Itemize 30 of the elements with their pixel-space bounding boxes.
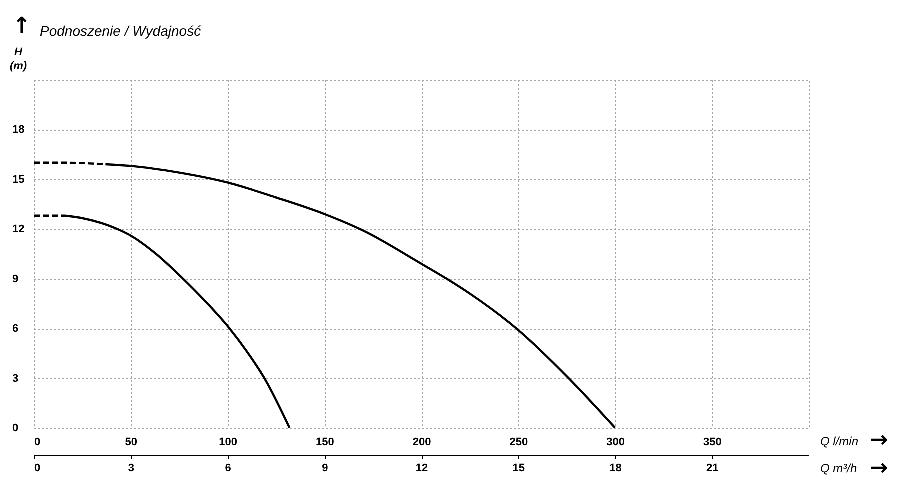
x2-tick-label: 12 xyxy=(416,462,428,474)
x-tick-label: 0 xyxy=(34,436,41,448)
y-tick-label: 15 xyxy=(12,174,25,186)
x-tick-label: 100 xyxy=(219,436,238,448)
x-tick-label: 300 xyxy=(606,436,625,448)
y-tick-label: 18 xyxy=(12,124,25,136)
x2-tick-label: 0 xyxy=(34,462,41,474)
x2-tick-label: 21 xyxy=(706,462,719,474)
x2-tick-label: 18 xyxy=(610,462,622,474)
y-tick-label: 9 xyxy=(12,273,19,286)
text: → xyxy=(870,428,888,453)
x2-tick-label: 15 xyxy=(512,462,525,474)
y-tick-label: 3 xyxy=(12,372,19,385)
y-tick-label: 6 xyxy=(12,323,19,336)
y-tick-label: 12 xyxy=(12,224,25,236)
x-tick-label: 50 xyxy=(125,436,138,448)
x-tick-label: 200 xyxy=(412,436,432,448)
x-tick-label: 250 xyxy=(510,436,528,448)
y-tick-label: 0 xyxy=(12,422,19,434)
x2-tick-label: 9 xyxy=(322,462,328,474)
x-tick-label: 150 xyxy=(316,436,334,448)
x2-axis-title: Q m³/h xyxy=(820,462,858,476)
chart-title: Podnoszenie / Wydajność xyxy=(40,23,202,39)
x-tick-label: 350 xyxy=(703,436,722,448)
x2-tick-label: 3 xyxy=(128,462,134,474)
y-axis-title: H (m) xyxy=(10,46,28,72)
text: → xyxy=(870,456,888,481)
x-axis-title: Q l/min xyxy=(820,434,859,448)
text: ↑ xyxy=(12,14,32,39)
x2-tick-label: 6 xyxy=(225,462,232,474)
